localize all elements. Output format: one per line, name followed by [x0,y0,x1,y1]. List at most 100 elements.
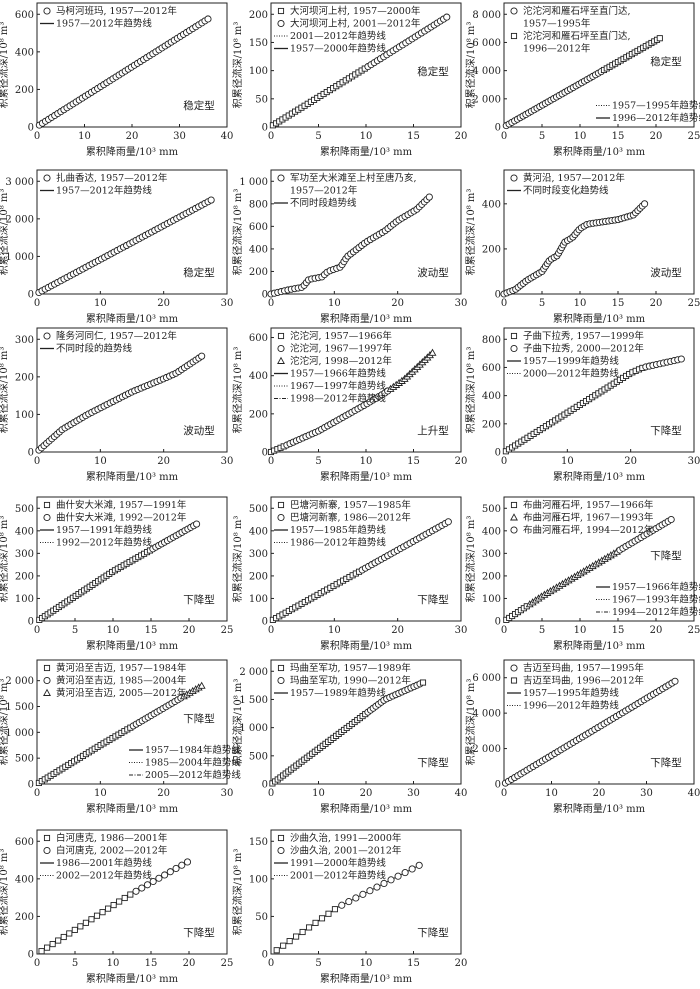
x-tick-label: 30 [173,131,186,142]
square-legend-icon [510,501,518,509]
panel-10: 0 5 10 15 20 25 0 100 200 300 400 500 累积降雨量/10³ mm 积累… [0,496,233,652]
square-legend-icon [277,664,285,672]
y-tick-label: 3 000 [5,177,34,188]
y-tick-label: 0 [262,123,268,134]
pattern-type-label: 下降型 [650,756,682,769]
x-axis-label: 累积降雨量/10³ mm [553,639,646,652]
y-tick-label: 100 [15,594,34,605]
data-point [127,891,134,898]
x-tick-label: 30 [455,625,468,636]
y-tick-label: 50 [255,94,268,105]
data-point [667,515,675,524]
data-point [161,871,169,879]
legend-label: 黄河沿至吉迈, 2005—2012年 [56,687,187,699]
circle-legend-icon [43,676,51,685]
y-tick-label: 200 [482,244,501,255]
data-point [312,919,319,926]
y-tick-label: 400 [249,526,268,537]
plot-frame [503,169,695,295]
legend-label: 子曲下拉秀, 1957—1999年 [523,330,644,342]
y-tick-label: 1 000 [5,252,34,263]
data-point [49,941,56,948]
legend-label: 曲什安大米滩, 1957—1991年 [56,499,187,511]
circle-legend-icon [277,846,285,855]
data-point [419,679,427,686]
circle-legend-icon [277,513,285,522]
legend-label: 2002—2012年趋势线 [56,870,152,882]
circle-legend-icon [277,676,285,685]
data-point [88,916,95,923]
data-point [116,898,123,905]
x-tick-label: 30 [407,788,420,799]
circle-legend-icon [277,174,285,182]
x-tick-label: 15 [612,131,625,142]
y-tick-label: 400 [482,391,501,402]
x-tick-label: 0 [501,456,507,467]
y-tick-label: 200 [15,372,34,383]
pattern-type-label: 下降型 [417,756,449,769]
x-tick-label: 0 [501,788,507,799]
x-tick-label: 40 [455,788,468,799]
circle-legend-icon [43,174,51,182]
x-tick-label: 10 [328,298,341,309]
x-tick-label: 15 [407,131,420,142]
data-point [671,677,679,685]
x-tick-label: 10 [360,958,373,969]
data-point [273,947,280,954]
x-tick-label: 5 [315,456,321,467]
legend-label: 不同时段趋势线 [290,197,357,209]
x-tick-label: 10 [94,456,107,467]
legend-label: 2001—2012年趋势线 [290,30,386,42]
panel-9: 0 10 20 30 0 200 400 600 800 累积降雨量/10³ mm 积累径流深/10… [464,327,700,483]
x-tick-label: 20 [650,131,663,142]
y-tick-label: 150 [249,38,268,49]
x-tick-label: 20 [455,456,468,467]
data-point [408,865,416,873]
x-tick-label: 0 [501,625,507,636]
y-tick-label: 0 [28,617,34,628]
legend-label: 1957—2012年 [290,185,358,197]
data-point [172,864,180,873]
y-tick-label: 600 [482,363,501,374]
y-tick-label: 6 000 [472,38,501,49]
y-axis-label: 积累径流深/10⁸ m³ [231,516,244,603]
panel-6: 0 5 10 15 20 25 0 200 400 累积降雨量/10³ mm 积累径流深/10⁸ m… [464,169,700,325]
circle-legend-icon [277,19,285,28]
circle-legend-icon [43,7,51,15]
x-axis-label: 累积降雨量/10³ mm [86,470,179,483]
legend-label: 1996—2012年 [523,43,591,55]
x-tick-label: 0 [501,131,507,142]
legend-label: 大河坝河上村, 1957—2000年 [290,5,421,17]
x-tick-label: 40 [221,131,234,142]
y-tick-label: 800 [482,335,501,346]
legend-label: 1991—2000年趋势线 [290,857,386,869]
panel-16: 0 5 10 15 20 25 0 200 400 600 累积降雨量/10³ mm 积累径流深/10… [0,829,233,985]
plot-frame [36,327,228,453]
y-axis-label: 积累径流深/10⁸ m³ [231,849,244,936]
square-legend-icon [43,834,51,842]
pattern-type-label: 下降型 [183,712,215,725]
y-tick-label: 500 [15,504,34,515]
pattern-type-label: 下降型 [417,593,449,606]
y-tick-label: 300 [249,549,268,560]
legend-label: 巴塘河新寨, 1957—1985年 [290,499,411,511]
y-tick-label: 0 [495,290,501,301]
x-tick-label: 0 [268,958,274,969]
x-tick-label: 0 [34,788,40,799]
square-legend-icon [43,664,51,672]
panel-3: 0 5 10 15 20 25 0 2 000 4 000 6 000 8 000 累积降雨量/10³… [464,2,700,158]
y-axis-label: 积累径流深/10⁸ m³ [0,679,10,766]
y-tick-label: 1 000 [5,728,34,739]
legend-label: 沱沱河和雁石坪至直门达, [523,5,631,17]
legend-label: 1957—2012年趋势线 [56,18,152,30]
y-tick-label: 400 [249,371,268,382]
x-tick-label: 5 [539,298,545,309]
